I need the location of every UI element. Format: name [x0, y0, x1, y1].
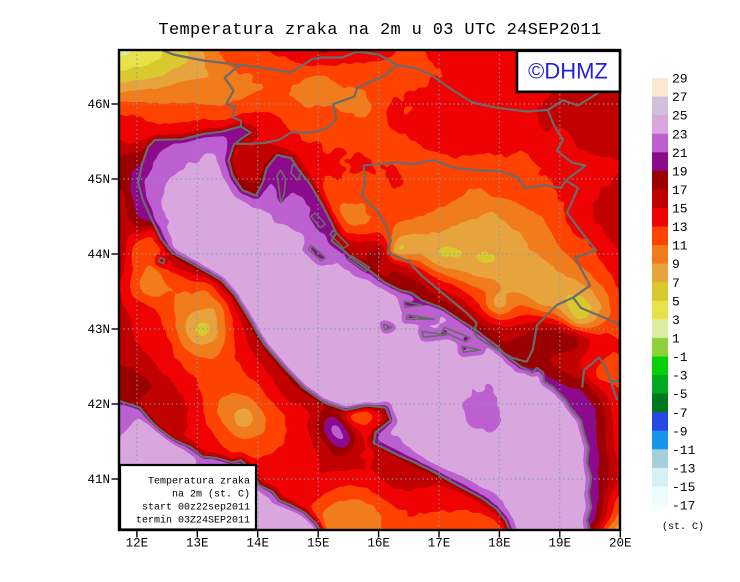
svg-text:-7: -7: [672, 406, 688, 421]
svg-text:1: 1: [672, 332, 680, 347]
svg-text:20E: 20E: [609, 537, 632, 551]
svg-text:Temperatura zraka: Temperatura zraka: [148, 476, 250, 488]
svg-text:-5: -5: [672, 387, 688, 402]
svg-text:19: 19: [672, 164, 688, 179]
svg-text:13E: 13E: [186, 537, 209, 551]
svg-text:-9: -9: [672, 424, 688, 439]
svg-text:na 2m (st. C): na 2m (st. C): [172, 489, 250, 501]
svg-text:-17: -17: [672, 499, 695, 514]
svg-text:start 00z22sep2011: start 00z22sep2011: [142, 503, 250, 514]
svg-text:9: 9: [672, 257, 680, 272]
svg-text:3: 3: [672, 313, 680, 328]
svg-text:27: 27: [672, 90, 688, 105]
svg-text:termin 03Z24SEP2011: termin 03Z24SEP2011: [136, 515, 250, 527]
svg-text:19E: 19E: [549, 537, 572, 551]
svg-text:11: 11: [672, 239, 688, 254]
svg-text:-11: -11: [672, 443, 696, 458]
svg-text:15: 15: [672, 202, 688, 217]
svg-text:23: 23: [672, 127, 688, 142]
svg-text:46N: 46N: [87, 98, 110, 112]
svg-text:Temperatura zraka na 2m u 03 U: Temperatura zraka na 2m u 03 UTC 24SEP20…: [158, 21, 601, 40]
svg-text:25: 25: [672, 109, 688, 124]
svg-text:42N: 42N: [87, 398, 110, 412]
svg-text:13: 13: [672, 220, 688, 235]
svg-text:18E: 18E: [488, 537, 511, 551]
svg-text:7: 7: [672, 276, 680, 291]
svg-text:5: 5: [672, 294, 680, 309]
svg-text:14E: 14E: [246, 537, 269, 551]
svg-text:(st. C): (st. C): [662, 521, 704, 533]
svg-text:17E: 17E: [428, 537, 451, 551]
svg-text:16E: 16E: [367, 537, 390, 551]
svg-text:-13: -13: [672, 462, 695, 477]
svg-text:12E: 12E: [126, 537, 149, 551]
svg-text:21: 21: [672, 146, 688, 161]
svg-text:©DHMZ: ©DHMZ: [528, 59, 608, 84]
svg-text:-1: -1: [672, 350, 688, 365]
svg-text:44N: 44N: [87, 248, 110, 262]
svg-text:43N: 43N: [87, 323, 110, 337]
svg-text:29: 29: [672, 72, 688, 87]
svg-text:15E: 15E: [307, 537, 330, 551]
svg-text:45N: 45N: [87, 173, 110, 187]
svg-text:17: 17: [672, 183, 688, 198]
svg-text:-3: -3: [672, 369, 688, 384]
svg-text:-15: -15: [672, 480, 695, 495]
svg-text:41N: 41N: [87, 473, 110, 487]
